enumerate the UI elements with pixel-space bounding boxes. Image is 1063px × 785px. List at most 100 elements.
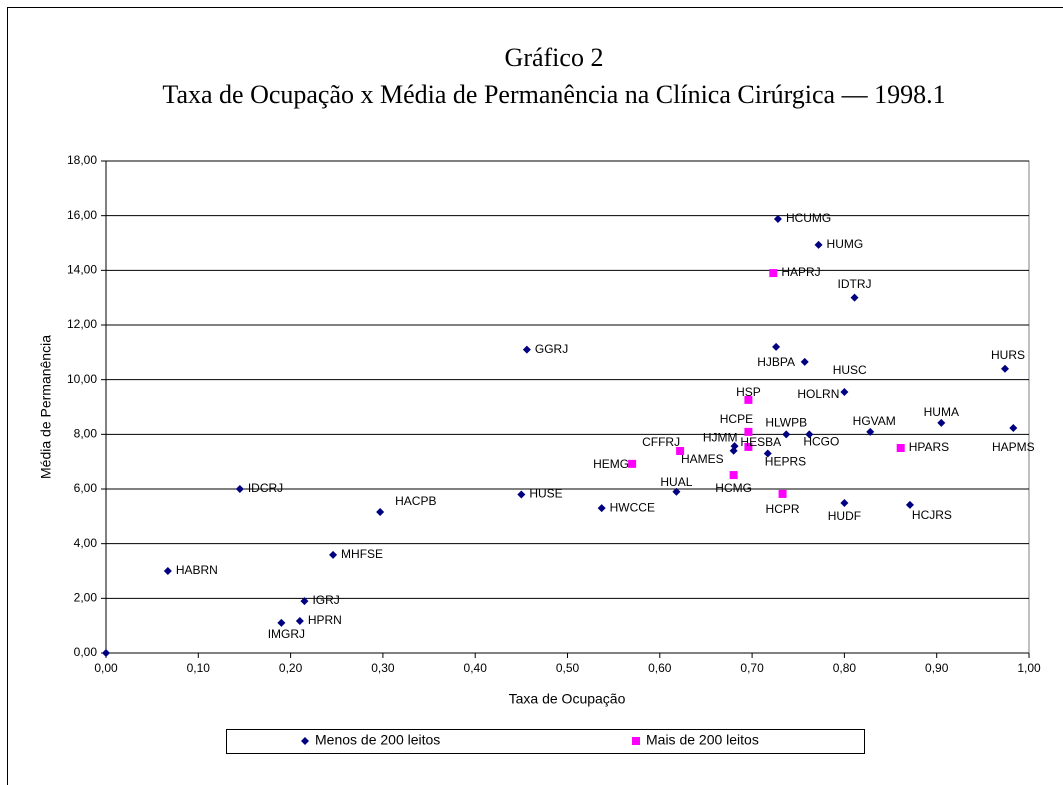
x-tick-label: 0,00 [94, 661, 118, 675]
scatter-point [672, 487, 681, 496]
scatter-point [744, 395, 753, 404]
x-tick-label: 0,80 [833, 661, 857, 675]
x-axis-label: Taxa de Ocupação [509, 691, 626, 707]
point-label: HUAL [660, 475, 692, 489]
y-tick-label: 18,00 [67, 153, 97, 167]
scatter-point [840, 498, 849, 507]
point-label: HCMG [715, 481, 752, 495]
scatter-point [295, 617, 304, 626]
scatter-point [850, 293, 859, 302]
point-label: HJMM [703, 430, 738, 444]
scatter-point [805, 430, 814, 439]
x-tick-label: 0,20 [279, 661, 303, 675]
scatter-point [277, 618, 286, 627]
plot-area [105, 160, 1030, 654]
scatter-point [840, 387, 849, 396]
scatter-point [676, 447, 685, 456]
scatter-point [763, 449, 772, 458]
scatter-point [628, 459, 637, 468]
legend-label: Menos de 200 leitos [315, 732, 440, 748]
scatter-point [937, 418, 946, 427]
x-tick-label: 0,30 [371, 661, 395, 675]
point-label: HCUMG [786, 211, 831, 225]
y-tick-label: 12,00 [67, 317, 97, 331]
point-label: GGRJ [535, 342, 568, 356]
point-label: HUSE [529, 487, 562, 501]
point-label: HEMG [593, 457, 629, 471]
y-axis-label: Média de Permanência [38, 335, 54, 479]
scatter-point [329, 550, 338, 559]
x-tick-label: 0,60 [648, 661, 672, 675]
point-label: HACPB [395, 494, 436, 508]
x-tick-label: 0,70 [740, 661, 764, 675]
y-tick-label: 14,00 [67, 263, 97, 277]
point-label: HESBA [740, 435, 781, 449]
x-tick-label: 0,40 [464, 661, 488, 675]
legend-marker [632, 737, 640, 745]
point-label: HCJRS [912, 508, 952, 522]
scatter-point [782, 430, 791, 439]
point-label: CFFRJ [642, 435, 680, 449]
x-tick-label: 0,10 [187, 661, 211, 675]
point-label: HUSC [833, 363, 867, 377]
scatter-point [597, 504, 606, 513]
y-tick-label: 6,00 [74, 481, 98, 495]
point-label: MHFSE [341, 547, 383, 561]
scatter-point [517, 490, 526, 499]
chart-title: Gráfico 2 [505, 43, 604, 72]
point-label: HCPR [766, 502, 800, 516]
scatter-point [896, 444, 905, 452]
scatter-point [772, 342, 781, 351]
point-label: HABRN [176, 563, 218, 577]
legend-box [226, 729, 865, 754]
point-label: HAPMS [992, 440, 1035, 454]
x-tick-label: 0,90 [925, 661, 949, 675]
point-label: HAMES [681, 452, 724, 466]
scatter-point [866, 427, 875, 436]
chart-border [7, 7, 1063, 785]
point-label: IDTRJ [838, 277, 872, 291]
scatter-point [744, 442, 753, 451]
scatter-point [773, 214, 782, 223]
point-label: HGVAM [853, 414, 896, 428]
scatter-point [744, 427, 753, 436]
point-label: IGRJ [312, 593, 339, 607]
y-tick-label: 2,00 [74, 591, 98, 605]
legend-marker [301, 737, 309, 745]
scatter-point [1009, 424, 1018, 433]
y-tick-label: 4,00 [74, 536, 98, 550]
point-label: HAPRJ [781, 265, 820, 279]
point-label: HUDF [828, 509, 861, 523]
point-label: HOLRN [797, 387, 839, 401]
point-label: HCGO [803, 435, 839, 449]
x-tick-label: 0,50 [556, 661, 580, 675]
scatter-point [800, 357, 809, 366]
point-label: IMGRJ [268, 627, 305, 641]
scatter-point [163, 567, 172, 575]
point-label: IDCRJ [248, 481, 283, 495]
scatter-point [814, 240, 823, 249]
scatter-point [729, 471, 738, 480]
legend-label: Mais de 200 leitos [646, 732, 759, 748]
point-label: HSP [736, 385, 761, 399]
point-label: HWCCE [610, 500, 655, 514]
chart-subtitle: Taxa de Ocupação x Média de Permanência … [162, 80, 945, 109]
point-label: HPARS [909, 440, 949, 454]
point-label: HEPRS [765, 455, 806, 469]
y-tick-label: 16,00 [67, 208, 97, 222]
point-label: HURS [991, 348, 1025, 362]
point-label: HCPE [720, 412, 753, 426]
x-tick-label: 1,00 [1017, 661, 1041, 675]
y-tick-label: 0,00 [74, 645, 98, 659]
scatter-point [102, 649, 110, 657]
point-label: HJBPA [757, 355, 795, 369]
y-tick-label: 8,00 [74, 427, 98, 441]
y-tick-label: 10,00 [67, 372, 97, 386]
scatter-point [376, 507, 385, 516]
point-label: HUMA [924, 405, 959, 419]
scatter-point [729, 446, 738, 455]
point-label: HLWPB [765, 416, 807, 430]
scatter-point [1001, 364, 1010, 373]
point-label: HUMG [827, 237, 864, 251]
